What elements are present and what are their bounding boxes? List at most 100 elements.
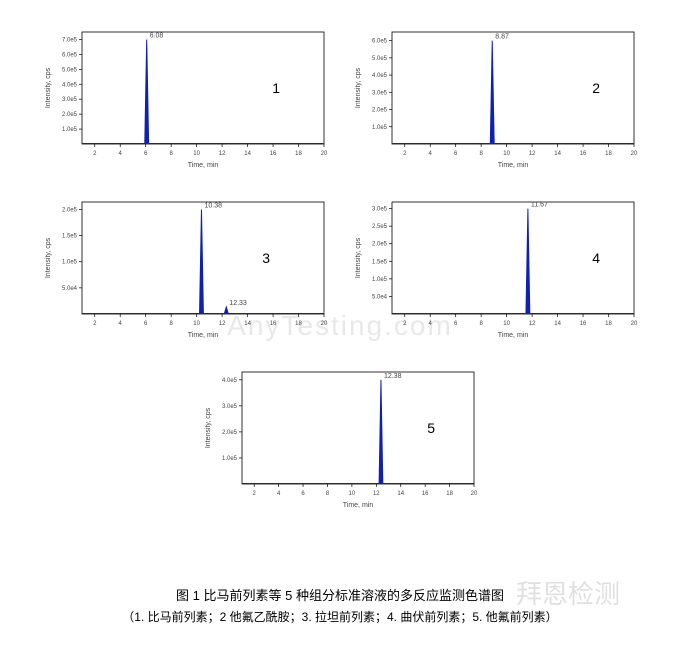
svg-text:6.0e5: 6.0e5: [62, 52, 78, 58]
svg-text:20: 20: [321, 151, 328, 157]
svg-text:4.0e5: 4.0e5: [372, 73, 388, 79]
svg-text:4: 4: [429, 321, 433, 327]
svg-text:Time, min: Time, min: [188, 332, 219, 339]
svg-text:Time, min: Time, min: [343, 502, 374, 509]
svg-text:10: 10: [193, 151, 200, 157]
panel-number-label: 4: [592, 250, 600, 266]
svg-text:10.38: 10.38: [204, 202, 222, 209]
caption-title: 图 1 比马前列素等 5 种组分标准溶液的多反应监测色谱图: [0, 584, 680, 607]
svg-text:2.0e5: 2.0e5: [62, 112, 78, 118]
panel-number-label: 5: [427, 420, 435, 436]
svg-text:10: 10: [193, 321, 200, 327]
svg-text:1.0e5: 1.0e5: [372, 277, 388, 283]
svg-text:14: 14: [397, 491, 404, 497]
svg-text:18: 18: [295, 321, 302, 327]
svg-text:10: 10: [503, 151, 510, 157]
svg-text:2: 2: [93, 321, 97, 327]
svg-text:3.0e5: 3.0e5: [222, 404, 238, 410]
svg-text:Intensity, cps: Intensity, cps: [355, 237, 362, 278]
chart-panel-3: 24681012141618205.0e41.0e51.5e52.0e510.3…: [40, 190, 330, 340]
svg-text:2.5e5: 2.5e5: [372, 224, 388, 230]
svg-text:12: 12: [529, 151, 536, 157]
svg-text:6: 6: [301, 491, 305, 497]
chart-panel-4: 2 4 6 8 10 12 14 16 18 20 5.0e4 1.0e5 1.5e5 2.0e5 2.5e…: [350, 190, 640, 340]
svg-text:20: 20: [471, 491, 478, 497]
svg-text:5.0e5: 5.0e5: [372, 56, 388, 62]
svg-text:6: 6: [144, 151, 148, 157]
svg-text:8: 8: [326, 491, 330, 497]
svg-text:20: 20: [321, 321, 328, 327]
svg-text:18: 18: [446, 491, 453, 497]
svg-text:14: 14: [554, 151, 561, 157]
chart-panel-2: 24681012141618201.0e52.0e53.0e54.0e55.0e…: [350, 20, 640, 170]
svg-text:6: 6: [144, 321, 148, 327]
svg-text:3.0e5: 3.0e5: [372, 207, 388, 213]
svg-text:6: 6: [454, 321, 458, 327]
svg-text:1.0e5: 1.0e5: [62, 127, 78, 133]
svg-text:2: 2: [93, 151, 97, 157]
svg-text:3.0e5: 3.0e5: [372, 90, 388, 96]
svg-text:2: 2: [253, 491, 257, 497]
figure-caption: 图 1 比马前列素等 5 种组分标准溶液的多反应监测色谱图 （1. 比马前列素；…: [0, 584, 680, 629]
svg-text:11.67: 11.67: [531, 202, 548, 209]
svg-text:2.0e5: 2.0e5: [222, 430, 238, 436]
svg-text:2.0e5: 2.0e5: [62, 207, 78, 213]
svg-text:12: 12: [219, 321, 226, 327]
svg-text:18: 18: [295, 151, 302, 157]
svg-text:12: 12: [529, 321, 536, 327]
svg-text:Intensity, cps: Intensity, cps: [45, 67, 52, 108]
svg-text:16: 16: [580, 151, 587, 157]
svg-text:3.0e5: 3.0e5: [62, 97, 78, 103]
svg-text:10: 10: [349, 491, 356, 497]
svg-text:4: 4: [119, 321, 123, 327]
chart-row-3: 24681012141618201.0e52.0e53.0e54.0e512.3…: [0, 350, 680, 510]
svg-text:16: 16: [580, 321, 587, 327]
panel-number-label: 2: [592, 80, 600, 96]
svg-text:20: 20: [631, 151, 638, 157]
svg-text:12.38: 12.38: [384, 373, 402, 380]
svg-text:Time, min: Time, min: [498, 162, 529, 169]
svg-text:1.0e5: 1.0e5: [372, 125, 388, 131]
svg-text:14: 14: [244, 151, 251, 157]
svg-text:18: 18: [605, 151, 612, 157]
svg-text:6.0e5: 6.0e5: [372, 39, 388, 45]
svg-text:20: 20: [631, 321, 638, 327]
svg-text:14: 14: [244, 321, 251, 327]
svg-text:6: 6: [454, 151, 458, 157]
svg-text:8: 8: [479, 151, 483, 157]
svg-text:5.0e5: 5.0e5: [62, 67, 78, 73]
panel-number-label: 1: [272, 80, 280, 96]
svg-text:5.0e4: 5.0e4: [62, 286, 78, 292]
svg-text:12: 12: [219, 151, 226, 157]
svg-text:1.5e5: 1.5e5: [62, 234, 78, 240]
svg-text:12.33: 12.33: [229, 300, 247, 307]
svg-text:4.0e5: 4.0e5: [222, 378, 238, 384]
svg-text:Intensity, cps: Intensity, cps: [355, 67, 362, 108]
svg-text:2: 2: [403, 151, 407, 157]
svg-text:18: 18: [605, 321, 612, 327]
svg-text:Time, min: Time, min: [188, 162, 219, 169]
svg-text:10: 10: [503, 321, 510, 327]
svg-text:14: 14: [554, 321, 561, 327]
svg-text:8: 8: [479, 321, 483, 327]
svg-text:8: 8: [169, 151, 173, 157]
svg-text:5.0e4: 5.0e4: [372, 294, 388, 300]
svg-text:6.08: 6.08: [150, 32, 164, 39]
svg-text:1.5e5: 1.5e5: [372, 259, 388, 265]
svg-text:8: 8: [169, 321, 173, 327]
chart-panel-5: 24681012141618201.0e52.0e53.0e54.0e512.3…: [200, 360, 480, 510]
caption-legend: （1. 比马前列素；2 他氟乙酰胺；3. 拉坦前列素；4. 曲伏前列素；5. 他…: [0, 607, 680, 629]
svg-text:2: 2: [403, 321, 407, 327]
svg-text:4.0e5: 4.0e5: [62, 82, 78, 88]
svg-text:1.0e5: 1.0e5: [62, 260, 78, 266]
svg-text:16: 16: [270, 151, 277, 157]
svg-text:8.87: 8.87: [495, 34, 509, 41]
svg-text:16: 16: [422, 491, 429, 497]
svg-text:4: 4: [119, 151, 123, 157]
svg-text:12: 12: [373, 491, 380, 497]
svg-text:7.0e5: 7.0e5: [62, 37, 78, 43]
svg-text:2.0e5: 2.0e5: [372, 242, 388, 248]
panel-number-label: 3: [262, 250, 270, 266]
svg-text:Time, min: Time, min: [498, 332, 529, 339]
svg-text:Intensity, cps: Intensity, cps: [205, 407, 212, 448]
